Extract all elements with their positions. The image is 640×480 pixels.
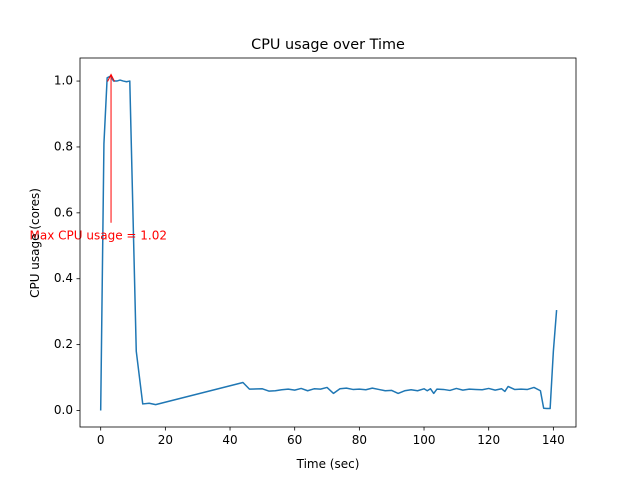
y-tick-label: 0.8 [54, 139, 73, 153]
x-tick-label: 60 [287, 433, 302, 447]
x-tick-label: 20 [158, 433, 173, 447]
x-tick-label: 80 [352, 433, 367, 447]
x-tick-label: 0 [97, 433, 105, 447]
y-tick-label: 1.0 [54, 74, 73, 88]
y-tick-label: 0.4 [54, 271, 73, 285]
x-tick-label: 120 [477, 433, 500, 447]
x-tick-label: 100 [413, 433, 436, 447]
annotation-label: Max CPU usage = 1.02 [30, 228, 167, 242]
x-tick-label: 140 [542, 433, 565, 447]
y-tick-label: 0.0 [54, 403, 73, 417]
x-axis-label: Time (sec) [296, 457, 360, 471]
x-tick-label: 40 [222, 433, 237, 447]
y-tick-label: 0.6 [54, 205, 73, 219]
chart-title: CPU usage over Time [251, 37, 405, 53]
y-tick-label: 0.2 [54, 337, 73, 351]
y-axis-label: CPU usage (cores) [28, 188, 42, 298]
